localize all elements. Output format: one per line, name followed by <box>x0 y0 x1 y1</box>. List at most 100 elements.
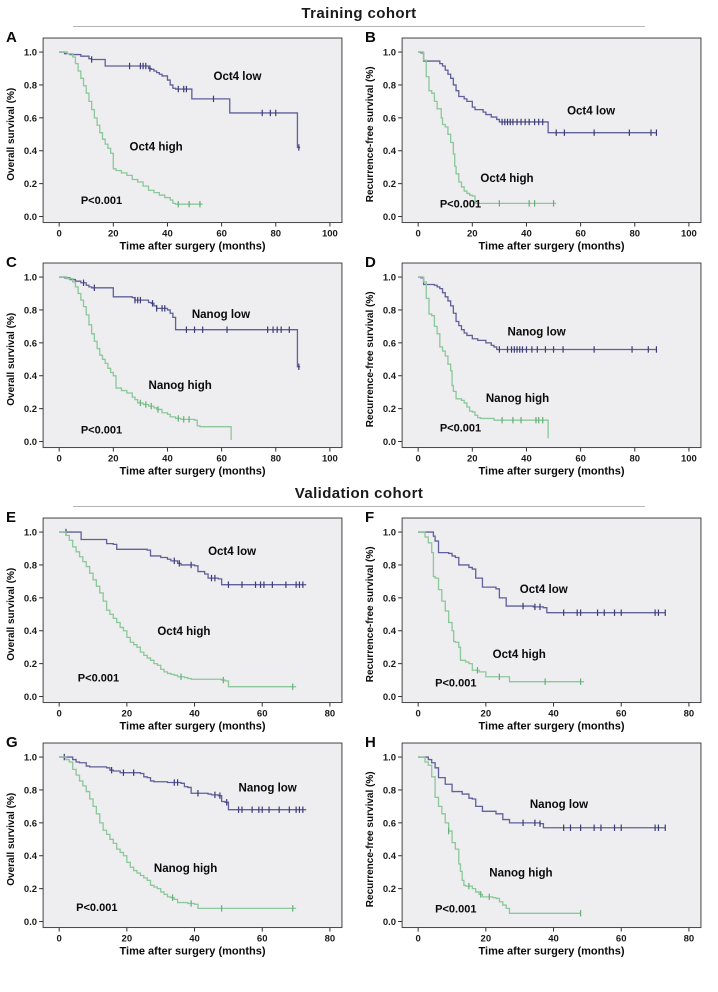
censor-marks-oct4-low <box>501 118 658 136</box>
panel-letter-a: A <box>6 29 17 46</box>
survival-curve-nanog-high <box>59 276 232 440</box>
x-tick-label: 20 <box>108 229 119 240</box>
p-value: P<0.001 <box>76 902 117 914</box>
x-axis-label: Time after surgery (months) <box>478 241 624 253</box>
plot-area <box>401 517 702 704</box>
y-tick-label: 0.0 <box>383 212 396 223</box>
survival-curve-nanog-high <box>59 756 297 909</box>
legend-label-oct4-low: Oct4 low <box>208 546 256 558</box>
header-divider <box>73 506 645 508</box>
y-tick-label: 0.0 <box>383 437 396 448</box>
x-tick-label: 80 <box>325 933 336 944</box>
p-value: P<0.001 <box>81 424 122 436</box>
panel-letter-g: G <box>6 733 18 751</box>
survival-curve-nanog-low <box>418 756 666 829</box>
y-tick-label: 0.6 <box>24 113 37 124</box>
y-tick-label: 1.0 <box>24 528 37 539</box>
panel-letter-e: E <box>6 509 17 527</box>
y-axis-label: Recurrence-free survival (%) <box>365 547 376 683</box>
x-tick-label: 0 <box>57 709 62 720</box>
legend-label-oct4-high: Oct4 high <box>480 173 533 185</box>
y-tick-label: 0.6 <box>24 594 37 605</box>
km-panel-b: B 0.0 0.2 0.4 0.6 0.8 1.0 0 20 40 60 80 100 Time aft… <box>362 29 715 253</box>
legend-label-oct4-low: Oct4 low <box>213 71 261 83</box>
y-tick-label: 0.2 <box>383 179 396 190</box>
x-tick-label: 0 <box>57 229 62 240</box>
legend-label-oct4-high: Oct4 high <box>130 142 183 154</box>
km-plot-h: 0.0 0.2 0.4 0.6 0.8 1.0 0 20 40 60 80 Time after su… <box>365 742 702 957</box>
x-tick-label: 0 <box>416 709 421 720</box>
plot-area <box>42 37 343 224</box>
legend-label-oct4-high: Oct4 high <box>157 626 210 638</box>
x-tick-label: 60 <box>216 229 227 240</box>
x-tick-label: 0 <box>416 933 421 944</box>
legend-label-nanog-high: Nanog high <box>486 393 549 405</box>
y-tick-label: 1.0 <box>383 272 396 283</box>
survival-curve-nanog-high <box>418 276 549 438</box>
legend-label-nanog-high: Nanog high <box>154 863 217 875</box>
survival-curve-oct4-low <box>418 531 666 614</box>
panel-letter-d: D <box>365 253 376 271</box>
y-tick-label: 0.8 <box>383 561 396 572</box>
x-tick-label: 60 <box>616 933 627 944</box>
survival-curve-oct4-low <box>418 51 657 134</box>
y-tick-label: 0.0 <box>24 437 37 448</box>
km-plot-d: 0.0 0.2 0.4 0.6 0.8 1.0 0 20 40 60 80 100 Time after… <box>365 262 702 477</box>
training-cohort-header: Training cohort <box>0 5 718 27</box>
legend-label-oct4-high: Oct4 high <box>493 649 546 661</box>
validation-cohort-section: Validation cohort E 0.0 0.2 0.4 0.6 0.8 1.0 0 2… <box>0 485 718 957</box>
y-tick-label: 0.6 <box>383 594 396 605</box>
y-tick-label: 1.0 <box>383 752 396 763</box>
panel-letter-h: H <box>365 733 376 751</box>
y-tick-label: 0.4 <box>383 371 397 382</box>
survival-curve-oct4-low <box>59 531 307 586</box>
survival-curve-oct4-low <box>59 51 301 149</box>
p-value: P<0.001 <box>440 422 481 434</box>
x-axis-label: Time after surgery (months) <box>478 721 624 733</box>
x-tick-label: 0 <box>57 453 62 464</box>
y-tick-label: 0.4 <box>24 851 38 862</box>
x-axis-label: Time after surgery (months) <box>119 721 265 733</box>
y-tick-label: 0.6 <box>383 338 396 349</box>
validation-cohort-title: Validation cohort <box>294 485 424 503</box>
censor-marks-nanog-high <box>171 894 294 912</box>
censor-marks-oct4-high <box>180 673 294 691</box>
x-tick-label: 100 <box>681 453 697 464</box>
censor-marks-nanog-low <box>522 819 666 831</box>
censor-marks-oct4-high <box>177 200 201 208</box>
y-tick-label: 1.0 <box>24 752 37 763</box>
censor-marks-nanog-low <box>63 753 304 813</box>
km-plot-f: 0.0 0.2 0.4 0.6 0.8 1.0 0 20 40 60 80 Time after su… <box>365 517 702 733</box>
p-value: P<0.001 <box>81 195 122 207</box>
y-tick-label: 0.2 <box>383 884 396 895</box>
panel-letter-f: F <box>365 509 375 527</box>
y-tick-label: 0.2 <box>383 404 396 415</box>
y-tick-label: 0.8 <box>24 80 37 91</box>
x-tick-label: 80 <box>270 453 281 464</box>
legend-label-nanog-high: Nanog high <box>149 380 212 392</box>
y-tick-label: 0.4 <box>383 146 397 157</box>
plot-area <box>401 262 702 448</box>
y-axis-label: Overall survival (%) <box>6 793 17 886</box>
x-tick-label: 40 <box>162 229 173 240</box>
survival-curve-oct4-high <box>59 531 297 688</box>
x-tick-label: 40 <box>189 933 200 944</box>
training-cohort-section: Training cohort A 0.0 0.2 0.4 0.6 0.8 1.0 0 20 4… <box>0 5 718 477</box>
x-tick-label: 60 <box>257 933 268 944</box>
x-tick-label: 60 <box>575 229 586 240</box>
legend-label-nanog-low: Nanog low <box>530 799 588 811</box>
y-tick-label: 0.2 <box>383 659 396 670</box>
km-panel-h: H 0.0 0.2 0.4 0.6 0.8 1.0 0 20 40 60 80 Time after … <box>362 733 715 958</box>
km-plot-a: 0.0 0.2 0.4 0.6 0.8 1.0 0 20 40 60 80 100 Time after… <box>6 37 343 253</box>
y-tick-label: 0.8 <box>24 561 37 572</box>
km-panel-g: G 0.0 0.2 0.4 0.6 0.8 1.0 0 20 40 60 80 Time after … <box>3 733 356 958</box>
y-tick-label: 0.8 <box>24 785 37 796</box>
y-tick-label: 0.8 <box>24 305 37 316</box>
y-axis-label: Recurrence-free survival (%) <box>365 291 376 427</box>
y-tick-label: 0.6 <box>24 338 37 349</box>
x-axis-label: Time after surgery (months) <box>478 945 624 957</box>
y-tick-label: 0.4 <box>383 851 397 862</box>
y-axis-label: Recurrence-free survival (%) <box>365 771 376 907</box>
y-tick-label: 0.6 <box>383 818 396 829</box>
y-tick-label: 1.0 <box>383 528 396 539</box>
